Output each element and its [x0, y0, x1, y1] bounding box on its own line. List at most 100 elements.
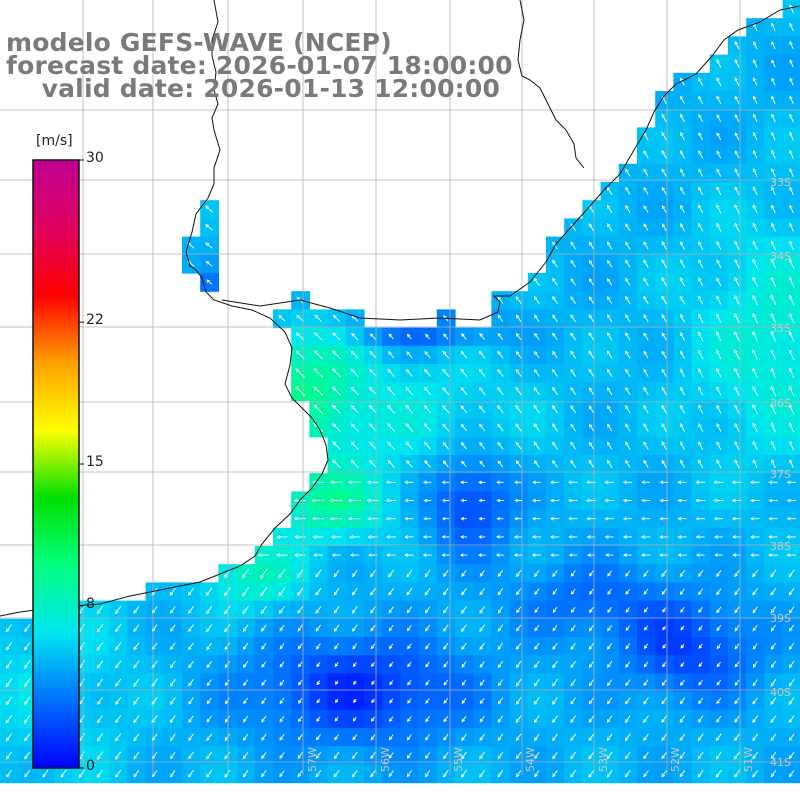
- wind-arrow: [734, 367, 740, 378]
- wind-arrow: [371, 661, 375, 668]
- wind-arrow: [368, 405, 377, 414]
- wind-arrow: [515, 441, 522, 450]
- wind-arrow: [680, 643, 685, 649]
- wind-arrow: [279, 606, 285, 614]
- wind-arrow: [169, 606, 176, 614]
- wind-arrow: [588, 423, 594, 432]
- wind-arrow: [752, 186, 758, 196]
- wind-arrow: [605, 553, 614, 557]
- wind-arrow: [770, 367, 777, 378]
- wind-arrow: [749, 480, 760, 485]
- wind-arrow: [771, 41, 776, 50]
- longitude-label: 57W: [306, 747, 319, 772]
- wind-arrow: [734, 733, 740, 742]
- wind-arrow: [789, 222, 794, 232]
- wind-arrow: [661, 733, 667, 742]
- wind-arrow: [625, 715, 631, 723]
- wind-arrow: [623, 553, 632, 557]
- wind-arrow: [788, 715, 795, 724]
- forecast-date: forecast date: 2026-01-07 18:00:00: [6, 51, 513, 80]
- wind-arrow: [643, 332, 649, 341]
- wind-arrow: [297, 734, 303, 741]
- wind-arrow: [552, 588, 558, 595]
- wind-arrow: [133, 751, 140, 760]
- wind-arrow: [752, 276, 758, 287]
- wind-arrow: [424, 770, 431, 778]
- wind-arrow: [625, 168, 631, 177]
- wind-arrow: [423, 423, 432, 432]
- wind-arrow: [771, 77, 776, 86]
- wind-arrow: [698, 259, 704, 269]
- wind-arrow: [170, 642, 176, 651]
- wind-arrow: [224, 642, 231, 651]
- wind-arrow: [532, 498, 541, 503]
- wind-arrow: [552, 678, 558, 687]
- wind-arrow: [170, 751, 176, 760]
- wind-arrow: [695, 516, 705, 521]
- wind-arrow: [770, 385, 777, 397]
- wind-arrow: [570, 259, 576, 268]
- wind-arrow: [770, 751, 777, 760]
- wind-arrow: [713, 535, 723, 539]
- wind-arrow: [789, 149, 794, 159]
- wind-arrow: [697, 733, 704, 742]
- wind-arrow: [331, 553, 341, 557]
- wind-arrow: [788, 624, 795, 632]
- wind-arrow: [734, 697, 740, 705]
- wind-arrow: [133, 642, 140, 651]
- wind-arrow: [534, 314, 540, 323]
- wind-arrow: [478, 480, 486, 485]
- wind-arrow: [314, 314, 323, 323]
- wind-arrow: [353, 680, 357, 685]
- wind-arrow: [479, 332, 486, 341]
- wind-arrow: [679, 332, 685, 341]
- wind-arrow: [313, 404, 324, 415]
- wind-arrow: [133, 696, 140, 706]
- wind-arrow: [424, 460, 431, 468]
- wind-arrow: [405, 368, 413, 377]
- wind-arrow: [531, 553, 542, 557]
- wind-arrow: [698, 386, 704, 396]
- wind-arrow: [404, 553, 414, 557]
- wind-arrow: [407, 643, 412, 650]
- wind-arrow: [115, 751, 122, 760]
- longitude-label: 51W: [742, 747, 755, 772]
- wind-arrow: [771, 186, 776, 196]
- wind-arrow: [352, 661, 357, 668]
- wind-arrow: [641, 516, 651, 521]
- wind-arrow: [352, 643, 358, 650]
- wind-speed-cell: [782, 109, 800, 128]
- wind-arrow: [677, 535, 687, 539]
- wind-arrow: [169, 587, 176, 596]
- wind-arrow: [752, 258, 758, 269]
- wind-arrow: [206, 605, 213, 615]
- wind-arrow: [680, 168, 685, 177]
- wind-arrow: [60, 769, 67, 778]
- wind-speed-cell: [782, 200, 800, 219]
- wind-arrow: [788, 678, 795, 687]
- wind-arrow: [788, 403, 795, 415]
- wind-arrow: [643, 751, 649, 760]
- wind-arrow: [479, 570, 485, 577]
- wind-arrow: [680, 186, 685, 195]
- wind-arrow: [534, 733, 540, 742]
- lat-lon-grid: [0, 0, 800, 775]
- wind-arrow: [242, 587, 250, 597]
- wind-arrow: [661, 277, 667, 287]
- wind-arrow: [661, 223, 667, 232]
- wind-arrow: [261, 642, 267, 650]
- wind-arrow: [5, 660, 13, 669]
- wind-arrow: [206, 697, 212, 705]
- wind-arrow: [568, 480, 578, 485]
- wind-arrow: [662, 607, 667, 613]
- wind-arrow: [661, 715, 668, 723]
- wind-arrow: [443, 679, 449, 686]
- wind-arrow: [606, 715, 613, 723]
- wind-arrow: [716, 132, 722, 141]
- wind-arrow: [442, 423, 450, 432]
- wind-arrow: [589, 570, 594, 577]
- wind-arrow: [771, 95, 776, 104]
- wind-arrow: [716, 186, 722, 196]
- wind-arrow: [514, 498, 523, 503]
- wind-arrow: [552, 277, 558, 286]
